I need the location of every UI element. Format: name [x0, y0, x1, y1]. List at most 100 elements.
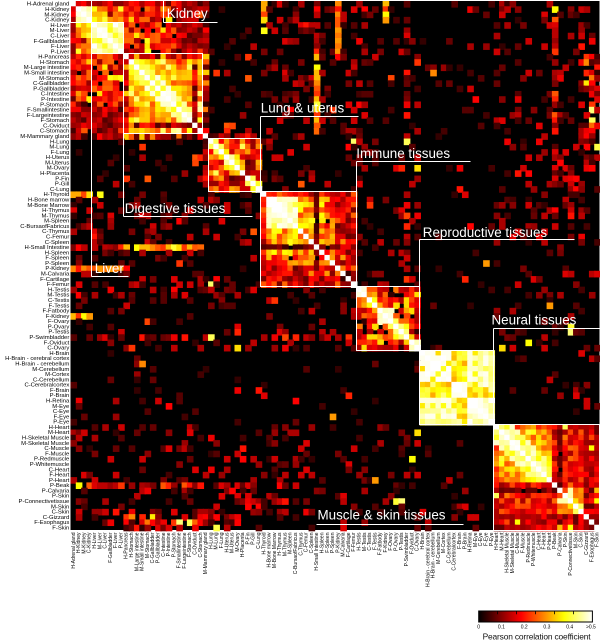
svg-text:F-Eye: F-Eye [54, 414, 70, 420]
svg-text:M-Small intestine: M-Small intestine [24, 71, 70, 77]
svg-text:H-Liver: H-Liver [92, 532, 98, 548]
svg-text:C-BursaofFabricus: C-BursaofFabricus [293, 532, 299, 574]
svg-text:F-Femur: F-Femur [351, 532, 357, 552]
svg-text:P-Liver: P-Liver [119, 532, 125, 548]
svg-text:C-Spleen: C-Spleen [309, 532, 315, 553]
svg-text:F-Stomach: F-Stomach [40, 118, 69, 124]
svg-text:0.1: 0.1 [498, 625, 505, 631]
svg-text:H-Skeletal Muscle: H-Skeletal Muscle [22, 436, 70, 442]
svg-text:M-Testis: M-Testis [362, 532, 368, 551]
svg-text:F-Largeintestine: F-Largeintestine [182, 532, 188, 568]
svg-text:H-Liver: H-Liver [50, 23, 69, 29]
svg-text:P-Testis: P-Testis [399, 532, 405, 550]
svg-text:C-Thymus: C-Thymus [298, 532, 304, 556]
svg-text:P-Heart: P-Heart [547, 532, 553, 550]
svg-text:P-Stomach: P-Stomach [40, 102, 69, 108]
svg-text:F-Cartilage: F-Cartilage [40, 277, 70, 283]
svg-text:M-Stomach: M-Stomach [145, 532, 151, 558]
svg-text:F-Muscle: F-Muscle [45, 451, 70, 457]
svg-text:P-Brain: P-Brain [50, 393, 70, 399]
svg-text:F-Brain: F-Brain [50, 388, 69, 394]
svg-text:M-Eye: M-Eye [473, 532, 479, 547]
svg-text:P-Heart: P-Heart [49, 478, 70, 484]
svg-text:H-Stomach: H-Stomach [40, 60, 69, 66]
svg-text:F-Lung: F-Lung [219, 532, 225, 548]
svg-text:F-Testis: F-Testis [372, 532, 378, 550]
svg-text:F-Heart: F-Heart [49, 473, 69, 479]
svg-text:P-Ovary: P-Ovary [394, 532, 400, 551]
svg-text:M-Testis: M-Testis [47, 293, 69, 299]
svg-text:P-Gill: P-Gill [55, 182, 69, 188]
svg-text:>0.5: >0.5 [586, 625, 596, 631]
svg-text:M-Uterus: M-Uterus [45, 160, 69, 166]
svg-text:M-Small intestine: M-Small intestine [140, 532, 146, 571]
svg-text:F-Smallintestine: F-Smallintestine [177, 532, 183, 568]
svg-text:C-Lung: C-Lung [50, 187, 69, 193]
svg-text:H-Bone marrow: H-Bone marrow [267, 532, 273, 567]
svg-text:C-Eye: C-Eye [53, 409, 70, 415]
svg-text:M-Stomach: M-Stomach [39, 76, 69, 82]
svg-text:P-Calvaria: P-Calvaria [558, 532, 564, 556]
svg-text:Digestive tissues: Digestive tissues [125, 201, 226, 216]
svg-text:Kidney: Kidney [167, 6, 208, 21]
svg-text:P-Fin: P-Fin [245, 532, 251, 544]
svg-text:M-Skeletal Muscle: M-Skeletal Muscle [510, 532, 516, 573]
svg-text:M-Cerebellum: M-Cerebellum [436, 533, 442, 564]
svg-text:F-Muscle: F-Muscle [521, 532, 527, 553]
svg-text:M-Thymus: M-Thymus [41, 213, 69, 219]
svg-text:C-Intestine: C-Intestine [41, 92, 70, 98]
svg-text:C-Liver: C-Liver [50, 34, 69, 40]
svg-text:H-Uterus: H-Uterus [46, 155, 70, 161]
svg-text:C-Kidney: C-Kidney [87, 532, 93, 553]
svg-text:P-Stomach: P-Stomach [171, 532, 177, 557]
svg-text:M-Skin: M-Skin [51, 504, 69, 510]
svg-text:P-Spleen: P-Spleen [330, 532, 336, 553]
svg-text:F-Fatbody: F-Fatbody [378, 532, 384, 555]
svg-text:F-Skin: F-Skin [52, 526, 69, 532]
svg-text:P-Beak: P-Beak [552, 532, 558, 549]
svg-text:C-Cerebellum: C-Cerebellum [446, 533, 452, 564]
svg-text:C-Eye: C-Eye [478, 532, 484, 546]
svg-text:H-Retina: H-Retina [468, 532, 474, 552]
svg-text:P-Gallbladder: P-Gallbladder [156, 532, 162, 563]
svg-text:P-Intestine: P-Intestine [166, 532, 172, 556]
svg-text:M-Large intestine: M-Large intestine [134, 532, 140, 571]
svg-text:H-Spleen: H-Spleen [320, 532, 326, 553]
svg-text:H-Brain - cerebral cortex: H-Brain - cerebral cortex [425, 532, 431, 587]
svg-text:H-Thymus: H-Thymus [277, 532, 283, 556]
svg-text:P-Whitemuscle: P-Whitemuscle [30, 462, 70, 468]
svg-text:H-Bone marrow: H-Bone marrow [28, 198, 70, 204]
svg-text:F-Testis: F-Testis [49, 303, 70, 309]
svg-text:M-Large intestine: M-Large intestine [24, 65, 70, 71]
svg-text:P-Liver: P-Liver [51, 49, 70, 55]
svg-text:F-Kidney: F-Kidney [383, 532, 389, 553]
svg-text:P-Calvaria: P-Calvaria [42, 488, 70, 494]
svg-text:F-Spleen: F-Spleen [45, 256, 69, 262]
svg-text:M-Spleen: M-Spleen [288, 532, 294, 554]
svg-text:P-Eye: P-Eye [489, 532, 495, 546]
svg-text:F-Heart: F-Heart [542, 532, 548, 550]
svg-text:C-Oviduct: C-Oviduct [43, 123, 70, 129]
svg-text:P-Gill: P-Gill [251, 533, 257, 545]
svg-text:M-Liver: M-Liver [97, 532, 103, 549]
svg-text:H-Small Intestine: H-Small Intestine [314, 532, 320, 570]
svg-text:F-Gallbladder: F-Gallbladder [34, 39, 70, 45]
svg-text:H-Heart: H-Heart [49, 425, 70, 431]
svg-text:M-Thymus: M-Thymus [282, 532, 288, 556]
svg-text:H-Heart: H-Heart [494, 532, 500, 550]
svg-text:M-Bone Marrow: M-Bone Marrow [272, 532, 278, 568]
svg-text:C-Testis: C-Testis [48, 298, 69, 304]
svg-text:C-Intestine: C-Intestine [161, 532, 167, 556]
svg-text:C-Gizzard: C-Gizzard [43, 515, 70, 521]
svg-text:Muscle & skin tissues: Muscle & skin tissues [318, 507, 446, 522]
svg-text:F-Esophagus: F-Esophagus [589, 532, 595, 562]
svg-text:F-Brain: F-Brain [457, 532, 463, 549]
svg-text:M-Heart: M-Heart [48, 430, 70, 436]
svg-text:P-Redmuscle: P-Redmuscle [34, 457, 70, 463]
svg-text:M-Mammary gland: M-Mammary gland [203, 532, 209, 574]
svg-text:C-Cerebralcortex: C-Cerebralcortex [452, 532, 458, 571]
svg-text:F-Spleen: F-Spleen [325, 532, 331, 553]
svg-text:M-Skeletal Muscle: M-Skeletal Muscle [21, 441, 70, 447]
svg-text:C-Testis: C-Testis [367, 532, 373, 551]
svg-text:M-Spleen: M-Spleen [44, 219, 69, 225]
